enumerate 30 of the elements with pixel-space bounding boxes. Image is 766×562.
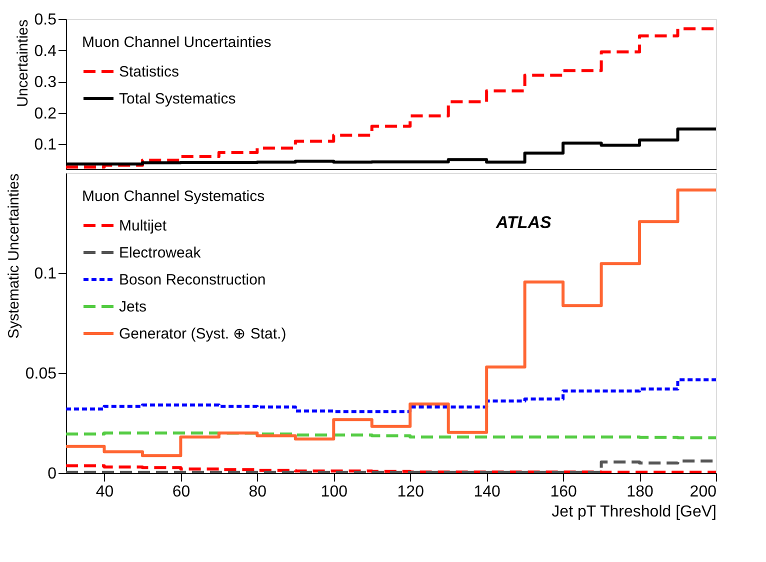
legend-label: Statistics xyxy=(119,64,180,80)
legend-label: Electroweak xyxy=(119,244,202,262)
x-tick-label: 100 xyxy=(320,484,348,500)
x-tick-label: 180 xyxy=(626,484,654,500)
y-tick-label: 0 xyxy=(48,466,57,482)
x-tick-label: 60 xyxy=(172,484,190,500)
y-tick-label: 0.1 xyxy=(34,136,57,154)
legend-label: Boson Reconstruction xyxy=(119,272,266,288)
x-axis-title: Jet pT Threshold [GeV] xyxy=(552,504,716,520)
legend-title: Muon Channel Uncertainties xyxy=(82,34,272,51)
legend-title: Muon Channel Systematics xyxy=(82,188,265,205)
y-tick-label: 0.5 xyxy=(34,12,57,28)
x-tick-label: 120 xyxy=(397,484,424,500)
legend-label: Multijet xyxy=(119,218,168,234)
y-tick-label: 0.2 xyxy=(34,105,57,122)
y-tick-label: 0.1 xyxy=(34,266,57,282)
x-tick-label: 200 xyxy=(690,484,717,500)
y-tick-label: 0.05 xyxy=(25,366,57,382)
y-axis-title: Uncertainties xyxy=(14,20,32,108)
y-tick-label: 0.4 xyxy=(34,42,57,60)
annotation: ATLAS xyxy=(495,213,552,232)
legend-label: Jets xyxy=(119,298,147,316)
x-tick-label: 80 xyxy=(248,484,267,500)
y-tick-label: 0.3 xyxy=(34,74,57,91)
x-tick-label: 40 xyxy=(96,484,114,500)
y-axis-title: Systematic Uncertainties xyxy=(5,174,22,339)
legend-label: Generator (Syst. ⊕ Stat.) xyxy=(119,326,286,342)
x-tick-label: 160 xyxy=(550,484,578,500)
x-tick-label: 140 xyxy=(474,484,501,500)
legend-label: Total Systematics xyxy=(119,90,236,108)
